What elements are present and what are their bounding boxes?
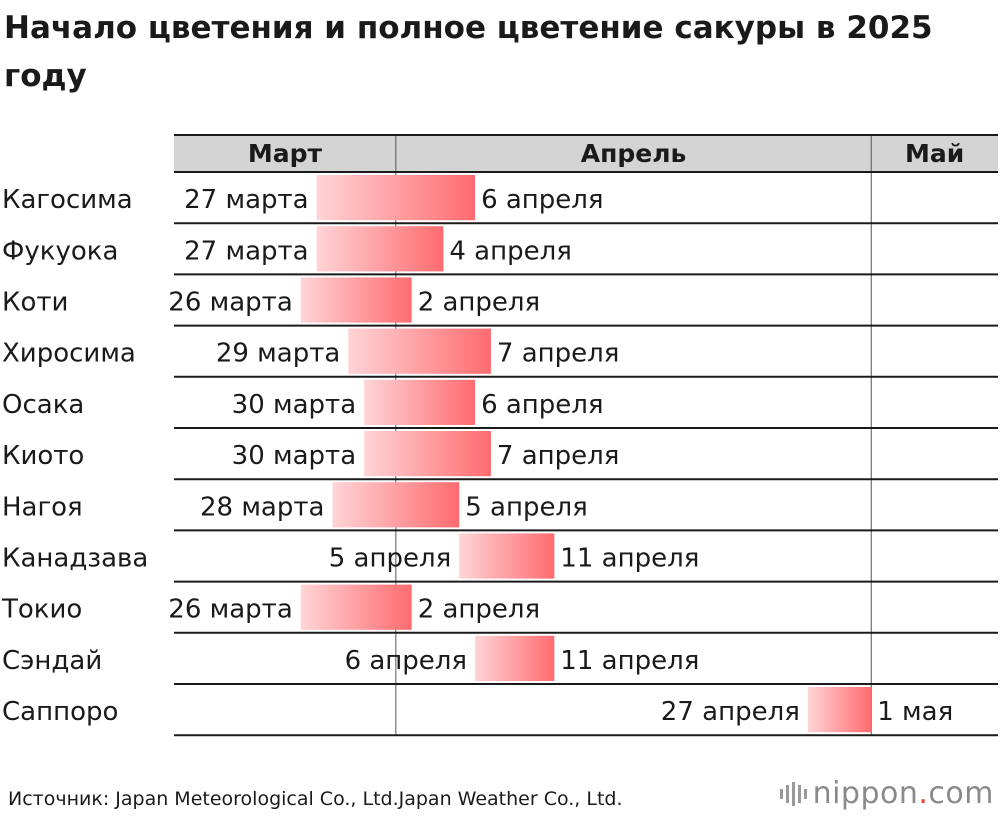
bloom-end-label: 7 апреля: [497, 441, 620, 471]
city-label: Хиросима: [2, 339, 136, 369]
city-label: Токио: [1, 595, 82, 625]
chart-title: Начало цветения и полное цветение сакуры…: [4, 10, 933, 94]
bloom-bar: [364, 431, 491, 477]
bloom-end-label: 1 мая: [877, 697, 953, 727]
bloom-start-label: 28 марта: [200, 492, 324, 522]
month-label: Май: [905, 139, 964, 168]
city-label: Осака: [2, 390, 84, 420]
bloom-start-label: 27 апреля: [661, 697, 800, 727]
logo-tld: com: [928, 776, 994, 811]
bloom-end-label: 7 апреля: [497, 339, 620, 369]
bloom-start-label: 30 марта: [232, 441, 356, 471]
bloom-bar: [300, 277, 412, 323]
bloom-start-label: 5 апреля: [329, 544, 452, 574]
city-label: Кагосима: [2, 185, 133, 215]
city-label: Саппоро: [2, 697, 118, 727]
bloom-start-label: 26 марта: [168, 595, 292, 625]
sakura-bloom-chart: Март Апрель Май Кагосима 27 марта 6 апреля Фук…: [1, 134, 998, 737]
logo-text: nippon.com: [813, 776, 994, 811]
month-label: Апрель: [581, 139, 687, 168]
bloom-bar: [316, 175, 476, 221]
bloom-end-label: 6 апреля: [481, 390, 603, 420]
logo-name: nippon: [812, 776, 919, 811]
bloom-bar: [316, 226, 444, 272]
city-label: Канадзава: [2, 544, 148, 574]
city-label: Коти: [2, 288, 68, 318]
nippon-logo: nippon.com: [779, 776, 994, 811]
bloom-end-label: 2 апреля: [418, 288, 541, 318]
bloom-bar: [459, 533, 555, 579]
logo-mark-icon: [779, 781, 807, 806]
bloom-bar: [807, 687, 872, 733]
bloom-start-label: 6 апреля: [345, 646, 468, 676]
city-label: Киото: [2, 441, 84, 471]
bloom-end-label: 4 апреля: [449, 236, 572, 266]
bloom-start-label: 27 марта: [184, 185, 308, 215]
bloom-start-label: 27 марта: [184, 236, 308, 266]
bloom-end-label: 2 апреля: [418, 595, 541, 625]
bloom-start-label: 26 марта: [168, 288, 292, 318]
month-header-band: [174, 135, 998, 172]
source-note: Источник: Japan Meteorological Co., Ltd.…: [8, 788, 623, 810]
bloom-bar: [364, 379, 476, 425]
bloom-end-label: 6 апреля: [481, 185, 603, 215]
bloom-end-label: 11 апреля: [560, 646, 699, 676]
month-label: Март: [248, 139, 323, 168]
city-label: Фукуока: [2, 236, 118, 266]
city-label: Нагоя: [2, 492, 83, 522]
bloom-bar: [300, 584, 412, 630]
bloom-end-label: 5 апреля: [465, 492, 588, 522]
city-label: Сэндай: [2, 646, 102, 676]
bloom-bar: [475, 635, 555, 681]
bloom-bar: [348, 328, 491, 374]
bloom-end-label: 11 апреля: [560, 544, 699, 574]
logo-dot: .: [918, 776, 929, 811]
bloom-start-label: 30 марта: [232, 390, 356, 420]
bloom-bar: [332, 482, 460, 528]
bloom-start-label: 29 марта: [216, 339, 340, 369]
